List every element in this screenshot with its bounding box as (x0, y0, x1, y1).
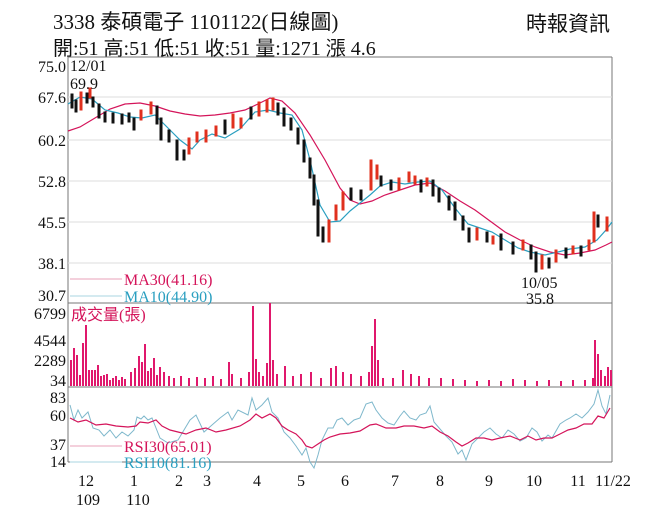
svg-text:1: 1 (130, 473, 138, 490)
svg-text:34: 34 (50, 373, 66, 390)
svg-text:7: 7 (391, 473, 399, 490)
svg-text:8: 8 (436, 473, 444, 490)
svg-text:2: 2 (175, 473, 183, 490)
svg-text:52.8: 52.8 (38, 174, 66, 191)
svg-text:5: 5 (297, 473, 305, 490)
svg-text:110: 110 (126, 492, 149, 509)
ma10-line (67, 96, 613, 256)
volume-bars (70, 303, 612, 386)
svg-text:4544: 4544 (34, 333, 66, 350)
svg-text:2289: 2289 (34, 353, 66, 370)
chart-title: 3338 泰碩電子 1101122(日線圖) (53, 10, 339, 34)
chart-frame (67, 56, 613, 463)
svg-text:14: 14 (50, 454, 66, 471)
candlesticks (70, 87, 609, 273)
svg-text:67.6: 67.6 (38, 90, 66, 107)
svg-text:83: 83 (50, 390, 66, 407)
rsi-axis: 83 60 37 14 (50, 390, 66, 471)
rsi30-line (69, 407, 611, 449)
svg-text:11: 11 (570, 473, 585, 490)
price-gridlines (68, 96, 612, 264)
svg-text:30.7: 30.7 (38, 288, 66, 305)
ma30-legend: MA30(41.16) (124, 272, 212, 289)
svg-text:10: 10 (526, 473, 542, 490)
rsi10-line (69, 388, 611, 470)
quote-summary: 開:51 高:51 低:51 收:51 量:1271 漲 4.6 (53, 38, 376, 60)
volume-axis: 6799 4544 2289 34 (34, 306, 66, 390)
svg-text:6: 6 (341, 473, 349, 490)
ma30-line (67, 97, 613, 256)
svg-text:109: 109 (76, 492, 100, 509)
low-date: 10/05 (521, 275, 557, 292)
svg-text:12: 12 (78, 473, 94, 490)
high-date: 12/01 (70, 58, 106, 75)
ma-legend: MA30(41.16) MA10(44.90) (70, 272, 212, 306)
svg-text:60: 60 (50, 408, 66, 425)
svg-text:45.5: 45.5 (38, 215, 66, 232)
low-value: 35.8 (526, 291, 554, 308)
svg-text:11/22: 11/22 (595, 473, 631, 490)
svg-text:60.2: 60.2 (38, 133, 66, 150)
svg-text:75.0: 75.0 (38, 59, 66, 76)
volume-title: 成交量(張) (71, 306, 146, 324)
rsi-legend: RSI30(65.01) RSI10(81.16) (70, 439, 212, 472)
svg-text:9: 9 (485, 473, 493, 490)
svg-text:6799: 6799 (34, 306, 66, 323)
svg-text:37: 37 (50, 437, 66, 454)
ma10-legend: MA10(44.90) (124, 289, 212, 306)
x-axis: 12 109 1 110 2 3 4 5 6 7 8 9 10 11 11/22 (76, 473, 631, 509)
high-value: 69.9 (70, 76, 98, 93)
svg-text:3: 3 (203, 473, 211, 490)
svg-text:4: 4 (253, 473, 261, 490)
svg-text:38.1: 38.1 (38, 256, 66, 273)
source-brand: 時報資訊 (526, 12, 610, 36)
rsi30-legend: RSI30(65.01) (124, 439, 212, 456)
rsi10-legend: RSI10(81.16) (124, 455, 212, 472)
price-axis: 75.0 67.6 60.2 52.8 45.5 38.1 30.7 (38, 59, 66, 305)
